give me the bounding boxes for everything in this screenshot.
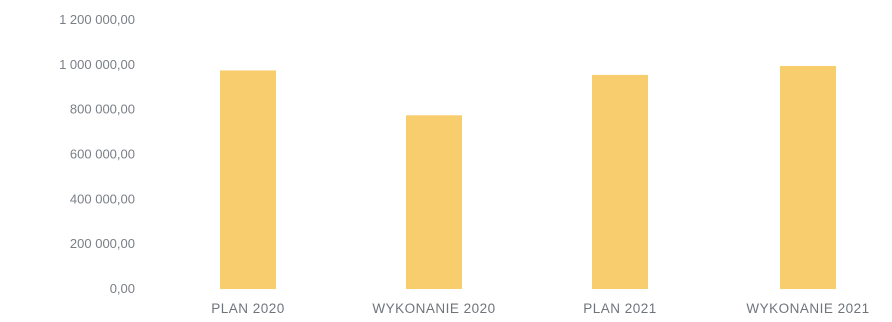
bars-group bbox=[220, 65, 836, 290]
x-category-label: PLAN 2020 bbox=[211, 301, 285, 316]
bar bbox=[220, 70, 276, 289]
bar bbox=[406, 115, 462, 289]
y-tick-label: 400 000,00 bbox=[70, 191, 135, 206]
bar bbox=[592, 74, 648, 289]
y-tick-label: 200 000,00 bbox=[70, 236, 135, 251]
x-category-label: WYKONANIE 2020 bbox=[372, 301, 495, 316]
y-tick-label: 600 000,00 bbox=[70, 147, 135, 162]
y-tick-label: 800 000,00 bbox=[70, 102, 135, 117]
x-category-label: PLAN 2021 bbox=[583, 301, 657, 316]
y-axis: 0,00 200 000,00 400 000,00 600 000,00 800 00… bbox=[59, 12, 135, 296]
y-tick-label: 1 000 000,00 bbox=[59, 57, 135, 72]
x-axis: PLAN 2020 WYKONANIE 2020 PLAN 2021 WYKONANI… bbox=[211, 301, 869, 316]
x-category-label: WYKONANIE 2021 bbox=[746, 301, 869, 316]
y-tick-label: 0,00 bbox=[110, 281, 135, 296]
bar bbox=[780, 65, 836, 290]
y-tick-label: 1 200 000,00 bbox=[59, 12, 135, 27]
